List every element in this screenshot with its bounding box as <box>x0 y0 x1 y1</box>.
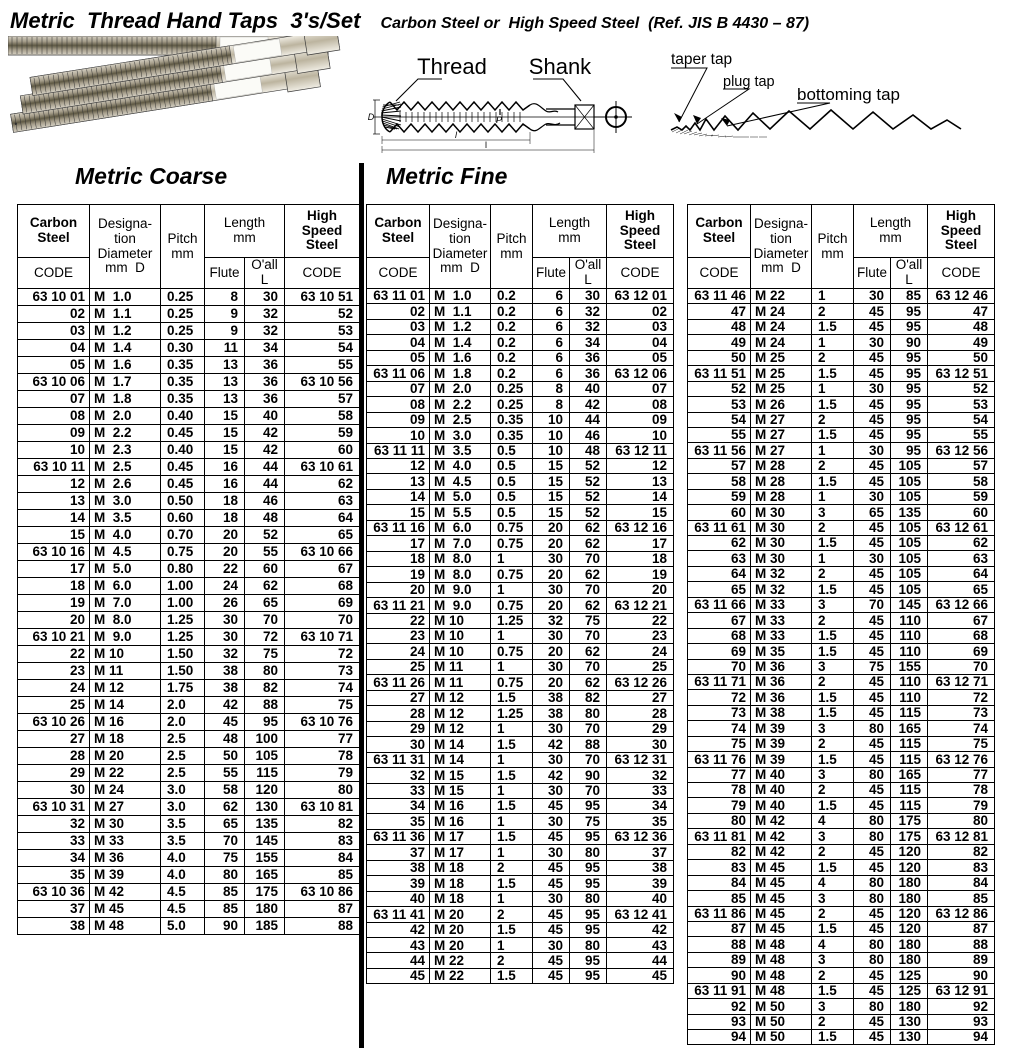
svg-text:Shank: Shank <box>529 54 592 79</box>
svg-text:plug tap: plug tap <box>723 74 775 90</box>
svg-text:taper tap: taper tap <box>671 51 732 68</box>
svg-text:l: l <box>455 130 458 140</box>
svg-text:P: P <box>496 115 502 125</box>
svg-text:l: l <box>485 140 487 150</box>
svg-text:bottoming tap: bottoming tap <box>797 85 900 104</box>
svg-text:D: D <box>368 112 375 122</box>
svg-text:Thread: Thread <box>417 54 487 79</box>
